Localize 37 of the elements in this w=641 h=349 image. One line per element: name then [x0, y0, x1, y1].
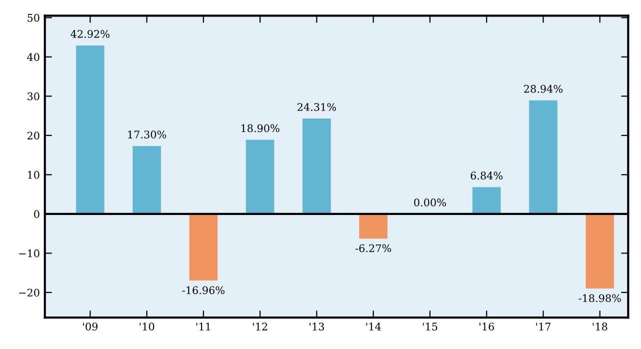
y-tick-label: −10	[19, 249, 40, 258]
y-tick-label: −20	[19, 288, 40, 297]
bar	[472, 187, 501, 214]
data-label: -6.27%	[355, 244, 392, 252]
x-tick-label: '15	[422, 322, 438, 331]
bar	[76, 45, 104, 214]
data-label: 24.31%	[298, 103, 336, 111]
y-tick-label: 40	[27, 53, 40, 62]
x-tick-label: '18	[592, 322, 608, 331]
y-tick-label: 0	[34, 210, 40, 218]
data-label: -18.98%	[578, 294, 621, 302]
y-tick-label: 10	[28, 170, 40, 179]
bar	[189, 214, 218, 281]
bar	[302, 118, 331, 214]
data-label: -16.96%	[182, 286, 224, 294]
data-label: 17.30%	[128, 130, 166, 138]
x-tick-label: '09	[83, 322, 98, 331]
x-tick-label: '10	[140, 322, 154, 331]
data-label: 6.84%	[470, 172, 503, 180]
x-tick-label: '12	[253, 322, 268, 330]
y-tick-label: 20	[27, 132, 40, 140]
y-tick-label: 50	[28, 14, 40, 22]
x-tick-label: '17	[536, 322, 551, 330]
bar	[132, 146, 161, 214]
x-tick-label: '11	[196, 322, 210, 330]
bar	[529, 100, 558, 214]
data-label: 18.90%	[241, 124, 280, 132]
y-tick-label: 30	[28, 92, 40, 100]
x-tick-label: '14	[366, 322, 381, 330]
bar	[246, 140, 274, 214]
data-label: 42.92%	[70, 30, 110, 38]
bar	[359, 214, 388, 239]
data-label: 0.00%	[414, 198, 446, 206]
x-tick-label: '13	[310, 322, 324, 331]
x-tick-label: '16	[480, 322, 494, 331]
bar	[586, 214, 614, 288]
data-label: 28.94%	[524, 84, 563, 93]
